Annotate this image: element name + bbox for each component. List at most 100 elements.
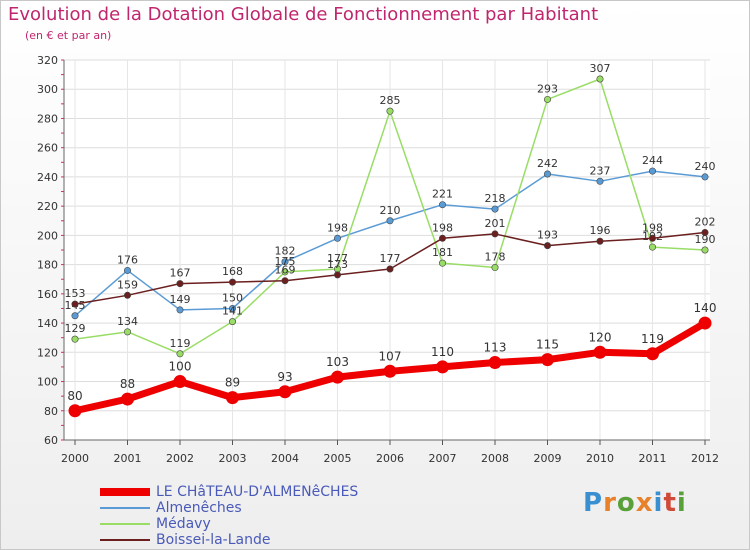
data-point — [281, 258, 289, 266]
data-point — [701, 246, 709, 254]
data-point — [438, 259, 446, 267]
data-label: 167 — [170, 267, 191, 280]
x-tick-label: 2005 — [324, 452, 352, 465]
x-tick-label: 2009 — [534, 452, 562, 465]
y-tick-label: 80 — [44, 405, 58, 418]
data-label: 140 — [694, 301, 717, 315]
data-point — [491, 264, 499, 272]
data-point — [543, 95, 551, 103]
legend-swatch — [100, 523, 150, 525]
legend-label: Boissei-la-Lande — [156, 532, 271, 548]
logo-letter: x — [635, 488, 654, 518]
data-label: 168 — [222, 265, 243, 278]
data-point — [386, 265, 394, 273]
data-label: 240 — [695, 160, 716, 173]
data-point — [596, 177, 604, 185]
legend-item: Almenêches — [100, 500, 420, 516]
data-point — [278, 385, 292, 399]
data-point — [176, 350, 184, 358]
data-point — [491, 205, 499, 213]
y-tick-label: 140 — [37, 317, 58, 330]
x-tick-label: 2006 — [376, 452, 404, 465]
data-label: 176 — [117, 253, 138, 266]
data-point — [488, 356, 502, 370]
data-label: 153 — [65, 287, 86, 300]
data-point — [281, 277, 289, 285]
data-label: 178 — [485, 251, 506, 264]
data-point — [124, 266, 132, 274]
chart-title: Evolution de la Dotation Globale de Fonc… — [8, 4, 599, 25]
data-point — [541, 353, 554, 367]
data-point — [436, 360, 449, 374]
data-label: 244 — [642, 154, 663, 167]
y-tick-label: 180 — [37, 259, 58, 272]
data-point — [701, 173, 709, 181]
data-label: 88 — [120, 377, 135, 391]
data-point — [229, 318, 237, 326]
data-label: 173 — [327, 258, 348, 271]
data-point — [646, 347, 659, 361]
x-tick-label: 2007 — [429, 452, 457, 465]
logo-letter: P — [583, 488, 604, 518]
data-label: 221 — [432, 188, 453, 201]
data-point — [71, 312, 79, 320]
chart-subtitle: (en € et par an) — [25, 29, 112, 42]
x-tick-label: 2004 — [271, 452, 299, 465]
data-point — [124, 328, 132, 336]
y-tick-label: 60 — [44, 434, 58, 447]
data-label: 210 — [380, 204, 401, 217]
y-tick-label: 240 — [37, 171, 58, 184]
data-point — [176, 306, 184, 314]
y-tick-label: 220 — [37, 200, 58, 213]
data-point — [543, 242, 551, 250]
x-tick-label: 2010 — [586, 452, 614, 465]
data-label: 134 — [117, 315, 138, 328]
data-point — [648, 234, 656, 242]
data-label: 307 — [590, 62, 611, 75]
data-point — [281, 268, 289, 276]
data-point — [386, 107, 394, 115]
data-point — [176, 280, 184, 288]
data-label: 150 — [222, 291, 243, 304]
data-label: 120 — [589, 330, 612, 344]
data-label: 113 — [484, 341, 507, 355]
data-label: 182 — [275, 245, 296, 258]
data-label: 93 — [277, 370, 292, 384]
data-label: 103 — [326, 355, 349, 369]
data-point — [173, 375, 187, 389]
x-tick-label: 2011 — [639, 452, 667, 465]
data-point — [698, 316, 712, 330]
y-tick-label: 160 — [37, 288, 58, 301]
x-tick-label: 2001 — [114, 452, 142, 465]
data-label: 177 — [380, 252, 401, 265]
data-label: 100 — [169, 360, 192, 374]
data-label: 159 — [117, 278, 138, 291]
data-label: 119 — [170, 337, 191, 350]
legend-swatch — [100, 539, 150, 541]
y-tick-label: 260 — [37, 142, 58, 155]
x-tick-label: 2002 — [166, 452, 194, 465]
data-point — [438, 234, 446, 242]
legend-item: LE CHâTEAU-D'ALMENêCHES — [100, 484, 420, 500]
data-label: 202 — [695, 215, 716, 228]
legend-label: Médavy — [156, 516, 211, 532]
x-tick-label: 2012 — [691, 452, 719, 465]
y-tick-label: 300 — [37, 83, 58, 96]
data-point — [333, 234, 341, 242]
data-label: 110 — [431, 345, 454, 359]
x-tick-label: 2003 — [219, 452, 247, 465]
legend-swatch — [100, 507, 150, 509]
data-label: 198 — [432, 221, 453, 234]
data-point — [438, 201, 446, 209]
data-label: 198 — [327, 221, 348, 234]
data-point — [331, 370, 344, 384]
data-point — [593, 345, 607, 359]
data-label: 198 — [642, 221, 663, 234]
data-point — [386, 217, 394, 225]
data-point — [71, 335, 79, 343]
legend-item: Médavy — [100, 516, 420, 532]
data-point — [229, 278, 237, 286]
data-label: 196 — [590, 224, 611, 237]
data-label: 107 — [379, 349, 402, 363]
